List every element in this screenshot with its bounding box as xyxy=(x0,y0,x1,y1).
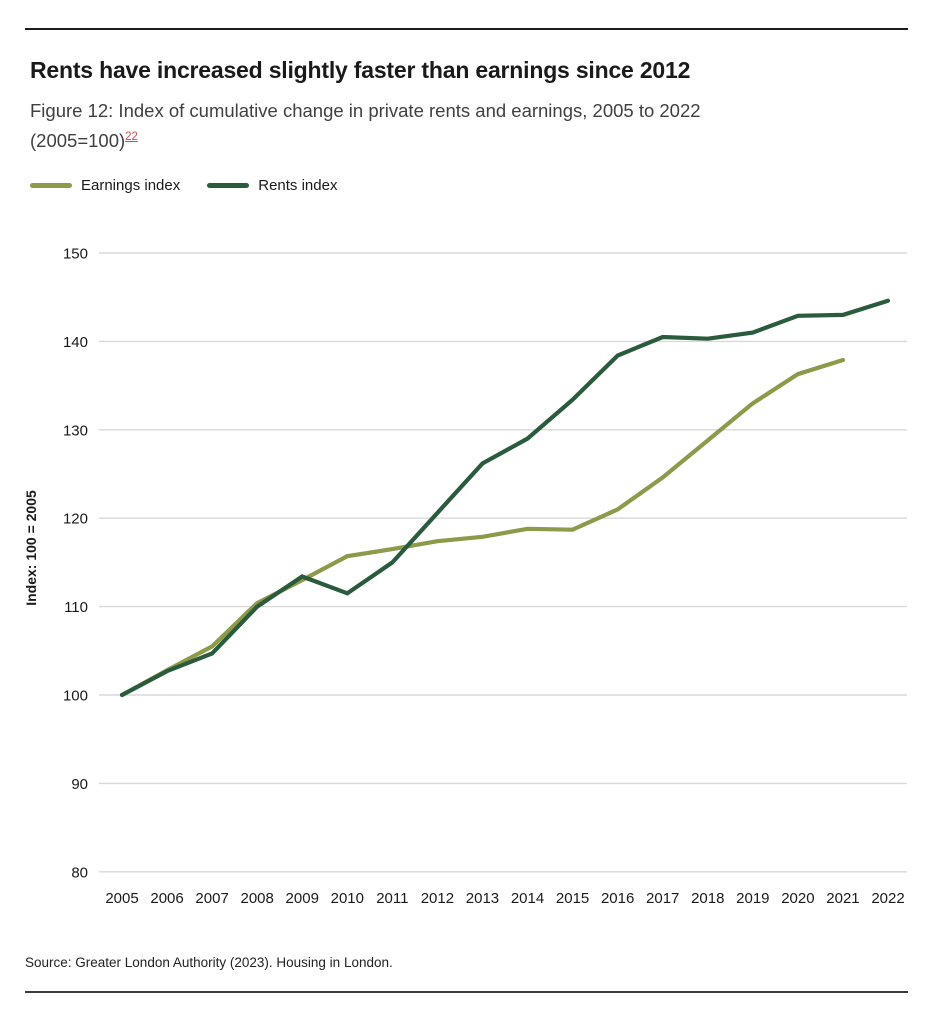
x-tick-label: 2005 xyxy=(105,890,138,907)
earnings-index-line xyxy=(119,357,846,698)
x-tick-label: 2017 xyxy=(646,890,679,907)
y-axis-title: Index: 100 = 2005 xyxy=(23,490,39,606)
legend-item-earnings: Earnings index xyxy=(30,177,180,194)
x-tick-label: 2022 xyxy=(871,890,904,907)
y-tick-label: 130 xyxy=(63,422,88,439)
y-tick-label: 110 xyxy=(64,599,88,616)
x-tick-label: 2015 xyxy=(556,890,589,907)
figure-caption: Figure 12: Index of cumulative change in… xyxy=(30,97,701,154)
y-tick-label: 140 xyxy=(63,334,88,351)
x-tick-label: 2007 xyxy=(195,890,228,907)
figure-caption-line2: (2005=100) xyxy=(30,130,126,151)
bottom-divider xyxy=(25,991,908,993)
x-tick-label: 2020 xyxy=(781,890,814,907)
legend-label-earnings: Earnings index xyxy=(81,176,181,194)
legend-item-rents: Rents index xyxy=(207,177,337,194)
source-text: Source: Greater London Authority (2023).… xyxy=(25,955,393,970)
x-tick-label: 2018 xyxy=(691,890,724,907)
legend-label-rents: Rents index xyxy=(258,176,338,194)
y-tick-label: 120 xyxy=(63,511,88,528)
y-tick-label: 150 xyxy=(63,246,88,263)
x-tick-label: 2010 xyxy=(331,890,364,907)
y-tick-label: 90 xyxy=(71,776,88,793)
x-tick-label: 2021 xyxy=(826,890,859,907)
x-tick-label: 2011 xyxy=(376,890,408,907)
rents-line-swatch-icon xyxy=(207,182,250,188)
x-tick-label: 2008 xyxy=(240,890,273,907)
x-tick-label: 2009 xyxy=(286,890,319,907)
x-tick-label: 2014 xyxy=(511,890,544,907)
top-divider xyxy=(25,28,908,30)
x-tick-label: 2019 xyxy=(736,890,769,907)
x-tick-label: 2013 xyxy=(466,890,499,907)
earnings-line-swatch-icon xyxy=(30,182,72,188)
chart-legend: Earnings index Rents index xyxy=(30,176,337,194)
x-tick-label: 2016 xyxy=(601,890,634,907)
x-tick-label: 2006 xyxy=(150,890,183,907)
footnote-ref[interactable]: 22 xyxy=(125,131,138,143)
y-tick-label: 80 xyxy=(71,864,88,881)
page-title: Rents have increased slightly faster tha… xyxy=(30,57,691,83)
rents-index-line xyxy=(119,298,891,698)
y-tick-label: 100 xyxy=(63,688,88,705)
figure-caption-line1: Figure 12: Index of cumulative change in… xyxy=(30,100,701,121)
x-tick-label: 2012 xyxy=(421,890,454,907)
